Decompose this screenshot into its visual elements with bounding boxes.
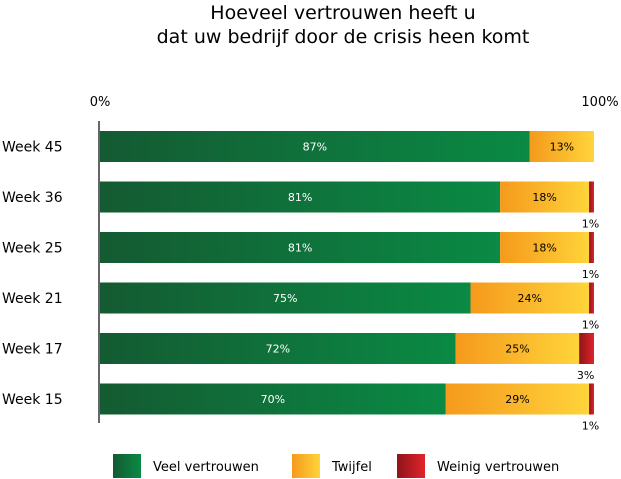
data-label-veel-vertrouwen: 75% — [273, 292, 297, 305]
bar-weinig-vertrouwen — [589, 232, 594, 263]
legend-swatch-veel-vertrouwen — [113, 454, 141, 478]
bar-weinig-vertrouwen — [579, 333, 594, 364]
bar-weinig-vertrouwen — [589, 181, 594, 213]
legend: Veel vertrouwen Twijfel Weinig vertrouwen — [113, 454, 559, 478]
category-label: Week 36 — [2, 190, 63, 206]
legend-swatch-weinig-vertrouwen — [397, 454, 425, 478]
axis-tick-label-min: 0% — [90, 95, 111, 110]
data-label-veel-vertrouwen: 72% — [266, 343, 290, 356]
chart-title-line-1: Hoeveel vertrouwen heeft u — [210, 2, 475, 24]
bar-twijfel — [500, 181, 590, 213]
legend-label-twijfel: Twijfel — [331, 460, 372, 475]
data-label-twijfel: 29% — [505, 393, 529, 406]
data-label-weinig-vertrouwen: 1% — [582, 268, 599, 281]
bar-weinig-vertrouwen — [589, 282, 594, 314]
bar-weinig-vertrouwen — [589, 383, 594, 415]
category-label: Week 45 — [2, 140, 63, 156]
data-label-twijfel: 13% — [550, 141, 574, 154]
chart-title-line-2: dat uw bedrijf door de crisis heen komt — [157, 26, 530, 48]
data-label-veel-vertrouwen: 87% — [303, 141, 327, 154]
category-label: Week 21 — [2, 291, 63, 307]
legend-label-weinig-vertrouwen: Weinig vertrouwen — [437, 460, 559, 475]
data-label-twijfel: 25% — [505, 343, 529, 356]
data-label-veel-vertrouwen: 81% — [288, 242, 312, 255]
category-label: Week 25 — [2, 241, 63, 257]
data-label-twijfel: 18% — [532, 191, 556, 204]
category-label: Week 17 — [2, 342, 63, 358]
data-label-veel-vertrouwen: 81% — [288, 191, 312, 204]
bar-twijfel — [470, 282, 590, 314]
bar-twijfel — [529, 131, 594, 162]
data-label-twijfel: 18% — [532, 242, 556, 255]
bar-veel-vertrouwen — [100, 181, 501, 213]
legend-label-veel-vertrouwen: Veel vertrouwen — [153, 460, 259, 475]
bar-veel-vertrouwen — [100, 131, 530, 162]
bars-group: Week 45 87% 13% Week 36 81% 18% 1% Week 25 81% 18… — [2, 131, 599, 433]
bar-veel-vertrouwen — [100, 282, 471, 314]
axis-tick-label-max: 100% — [581, 95, 618, 110]
data-label-weinig-vertrouwen: 1% — [582, 218, 599, 231]
data-label-weinig-vertrouwen: 3% — [577, 369, 594, 382]
bar-twijfel — [500, 232, 590, 263]
bar-veel-vertrouwen — [100, 232, 501, 263]
data-label-twijfel: 24% — [518, 292, 542, 305]
bar-veel-vertrouwen — [100, 383, 446, 415]
data-label-veel-vertrouwen: 70% — [261, 393, 285, 406]
bar-veel-vertrouwen — [100, 333, 456, 364]
category-label: Week 15 — [2, 392, 63, 408]
data-label-weinig-vertrouwen: 1% — [582, 420, 599, 433]
legend-swatch-twijfel — [292, 454, 320, 478]
bar-twijfel — [445, 383, 590, 415]
data-label-weinig-vertrouwen: 1% — [582, 319, 599, 332]
bar-twijfel — [455, 333, 580, 364]
